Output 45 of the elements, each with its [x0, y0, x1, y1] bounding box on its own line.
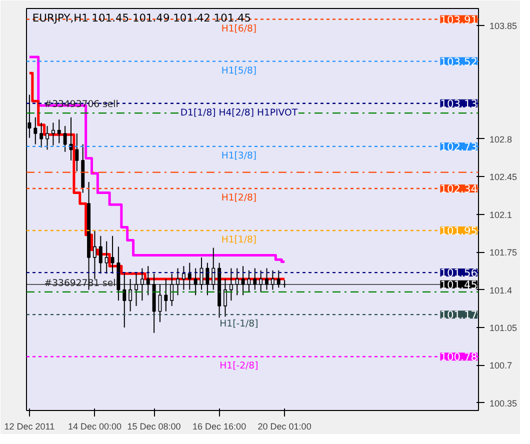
x-tick-label: 12 Dec 2011 [4, 422, 55, 432]
candlestick [110, 235, 114, 274]
candlestick [63, 125, 67, 152]
y-tick-label: 102.1 [490, 210, 512, 220]
annotation: 103.13 [440, 97, 478, 110]
candlestick [51, 122, 55, 146]
y-tick-label: 100.35 [490, 398, 518, 408]
y-tick-label: 102.8 [490, 134, 512, 144]
annotation: 103.91 [440, 13, 478, 26]
candlestick [40, 122, 44, 148]
annotation: 100.78 [440, 350, 478, 364]
candlestick [104, 240, 108, 274]
ref-line-label: #33493706 sell [44, 99, 118, 110]
candlestick [34, 116, 38, 145]
annotation: 101.17 [440, 308, 478, 322]
annotation: 101.56 [440, 266, 478, 280]
x-tick-label: 16 Dec 16:00 [192, 422, 246, 432]
ref-line-label: H1[-2/8] [220, 360, 258, 372]
annotation: 102.73 [440, 140, 478, 154]
ref-line-label: H1[5/8] [221, 65, 257, 76]
y-tick-label: 102.45 [490, 172, 518, 182]
annotation: 101.45 [440, 278, 478, 292]
candlestick [57, 119, 61, 144]
x-tick-label: 15 Dec 08:00 [127, 422, 181, 432]
y-tick-label: 101.4 [490, 285, 512, 296]
candlestick [75, 133, 79, 172]
candlestick [46, 125, 49, 150]
annotation: 101.95 [440, 224, 478, 238]
ref-line-label: H1[-1/8] [220, 318, 258, 330]
annotation: 102.34 [440, 182, 478, 196]
x-tick-label: 14 Dec 00:00 [68, 422, 122, 432]
x-tick-label: 20 Dec 01:00 [258, 422, 312, 432]
y-tick-label: 103.85 [490, 21, 518, 32]
candlestick [98, 235, 102, 274]
ref-line-label: H1[6/8] [221, 23, 257, 34]
ref-line-label: H1[1/8] [221, 234, 257, 246]
chart-title: EURJPY,H1 101.45 101.49 101.42 101.45 [32, 12, 252, 24]
y-tick-label: 101.75 [490, 248, 518, 258]
y-tick-label: 100.7 [490, 360, 512, 371]
ref-line-label: H1[3/8] [221, 150, 257, 162]
ref-line-label: H1[2/8] [221, 192, 257, 204]
y-tick-label: 101.05 [490, 323, 518, 334]
candlestick [92, 230, 96, 280]
ref-line-label: D1[1/8] H4[2/8] H1PIVOT [180, 107, 298, 118]
annotation: 103.52 [440, 55, 478, 68]
